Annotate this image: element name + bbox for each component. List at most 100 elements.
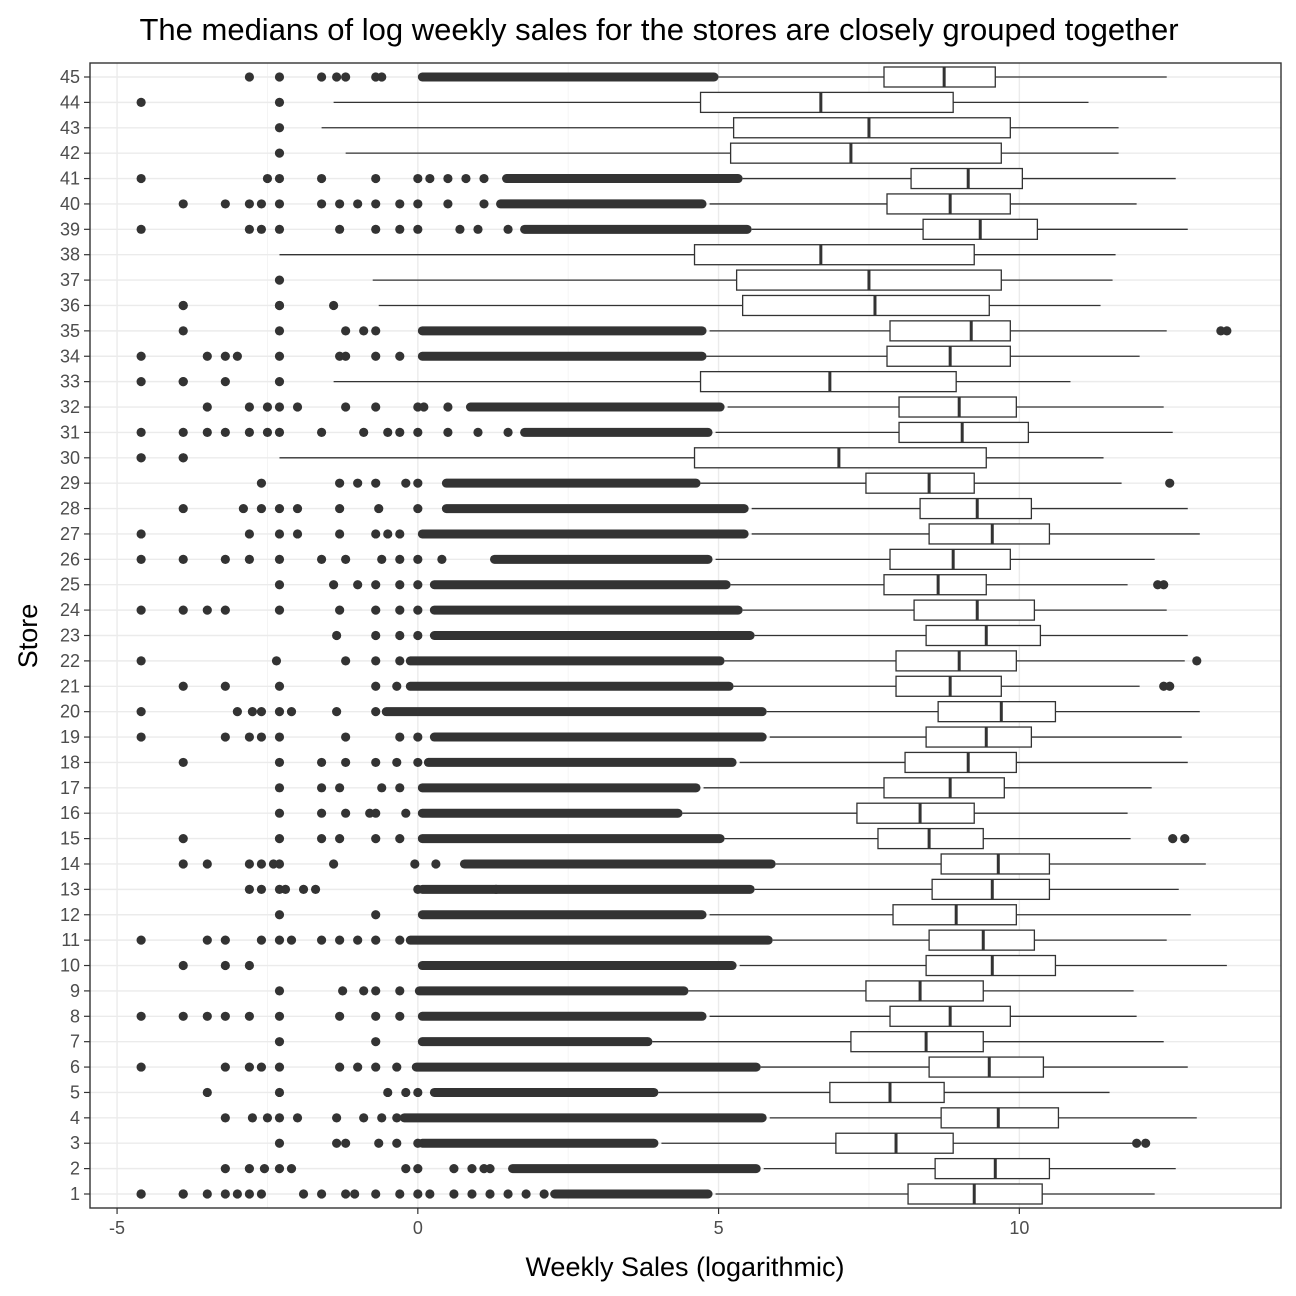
outlier-point — [395, 1011, 405, 1021]
outlier-point — [359, 986, 369, 996]
outlier-point — [292, 529, 303, 539]
outlier-point — [178, 960, 188, 971]
boxplot-store-13 — [244, 878, 1179, 901]
box-iqr — [883, 574, 987, 596]
outlier-point — [341, 656, 351, 666]
outlier-point — [316, 757, 327, 768]
outlier-point — [1222, 326, 1232, 336]
outlier-band — [429, 1087, 659, 1097]
outlier-point — [392, 1113, 402, 1123]
boxplot-store-3 — [274, 1132, 1151, 1154]
outlier-point — [521, 1189, 531, 1199]
outlier-point — [178, 859, 188, 869]
outlier-point — [136, 605, 146, 615]
outlier-band — [459, 859, 776, 869]
outlier-point — [371, 478, 381, 488]
y-tick-label: 16 — [60, 803, 80, 823]
outlier-point — [332, 1138, 342, 1148]
outlier-point — [274, 783, 285, 793]
outlier-point — [274, 707, 285, 717]
outlier-point — [395, 630, 405, 641]
x-tick-label: 0 — [413, 1218, 423, 1238]
boxplot-store-11 — [136, 929, 1167, 951]
outlier-point — [413, 732, 423, 742]
outlier-point — [244, 859, 255, 869]
outlier-point — [274, 402, 285, 412]
outlier-point — [383, 1087, 393, 1098]
boxplot-store-19 — [136, 726, 1182, 748]
box-iqr — [892, 904, 1017, 926]
box-iqr — [699, 370, 957, 393]
outlier-band — [417, 351, 707, 361]
y-tick-label: 27 — [60, 524, 80, 544]
outlier-point — [220, 1189, 230, 1199]
outlier-point — [136, 453, 146, 463]
y-tick-label: 13 — [60, 879, 80, 899]
box-iqr — [729, 142, 1002, 164]
boxplot-store-6 — [136, 1056, 1188, 1078]
box-iqr — [940, 1107, 1060, 1129]
outlier-point — [371, 707, 381, 717]
y-tick-label: 45 — [60, 67, 80, 87]
outlier-point — [377, 1113, 387, 1123]
outlier-band — [429, 580, 731, 590]
outlier-point — [335, 503, 345, 514]
outlier-band — [508, 1164, 761, 1174]
outlier-point — [371, 173, 381, 184]
outlier-point — [256, 884, 267, 894]
outlier-point — [136, 707, 146, 717]
outlier-point — [178, 605, 188, 615]
boxplot-store-44 — [136, 91, 1089, 114]
outlier-point — [1141, 1138, 1151, 1148]
outlier-band — [417, 1138, 659, 1148]
outlier-point — [449, 1164, 459, 1174]
y-tick-label: 19 — [60, 727, 80, 747]
outlier-point — [220, 605, 230, 615]
outlier-point — [202, 605, 212, 615]
outlier-point — [256, 707, 267, 717]
box-iqr — [928, 929, 1036, 951]
outlier-point — [178, 199, 188, 209]
y-tick-label: 40 — [60, 194, 80, 214]
outlier-band — [441, 504, 749, 514]
outlier-point — [274, 605, 285, 615]
outlier-point — [259, 1164, 270, 1174]
outlier-point — [341, 402, 351, 412]
y-tick-label: 29 — [60, 473, 80, 493]
outlier-point — [371, 529, 381, 539]
outlier-point — [332, 72, 342, 82]
outlier-point — [256, 732, 267, 742]
outlier-point — [274, 199, 285, 209]
outlier-band — [417, 884, 755, 894]
box-iqr — [886, 193, 1011, 215]
outlier-point — [136, 529, 146, 539]
outlier-point — [401, 478, 411, 488]
outlier-point — [232, 1189, 242, 1199]
outlier-point — [335, 224, 345, 234]
outlier-point — [335, 1011, 345, 1021]
outlier-point — [395, 732, 405, 742]
outlier-point — [247, 707, 258, 717]
outlier-point — [443, 199, 453, 209]
outlier-point — [274, 148, 285, 158]
outlier-point — [244, 732, 255, 742]
outlier-point — [286, 1164, 297, 1174]
outlier-point — [371, 757, 381, 768]
box-iqr — [940, 853, 1051, 875]
outlier-point — [374, 503, 384, 514]
outlier-point — [413, 1138, 423, 1148]
outlier-point — [178, 503, 188, 514]
box-iqr — [835, 1132, 954, 1154]
outlier-point — [341, 326, 351, 336]
boxplot-store-18 — [178, 751, 1188, 774]
outlier-point — [262, 427, 273, 438]
boxplots — [136, 66, 1232, 1205]
outlier-point — [202, 402, 212, 412]
outlier-point — [220, 1062, 230, 1072]
outlier-point — [244, 427, 255, 438]
boxplot-store-8 — [136, 1005, 1137, 1027]
outlier-point — [413, 605, 423, 615]
outlier-point — [413, 1164, 423, 1174]
outlier-point — [443, 402, 453, 412]
